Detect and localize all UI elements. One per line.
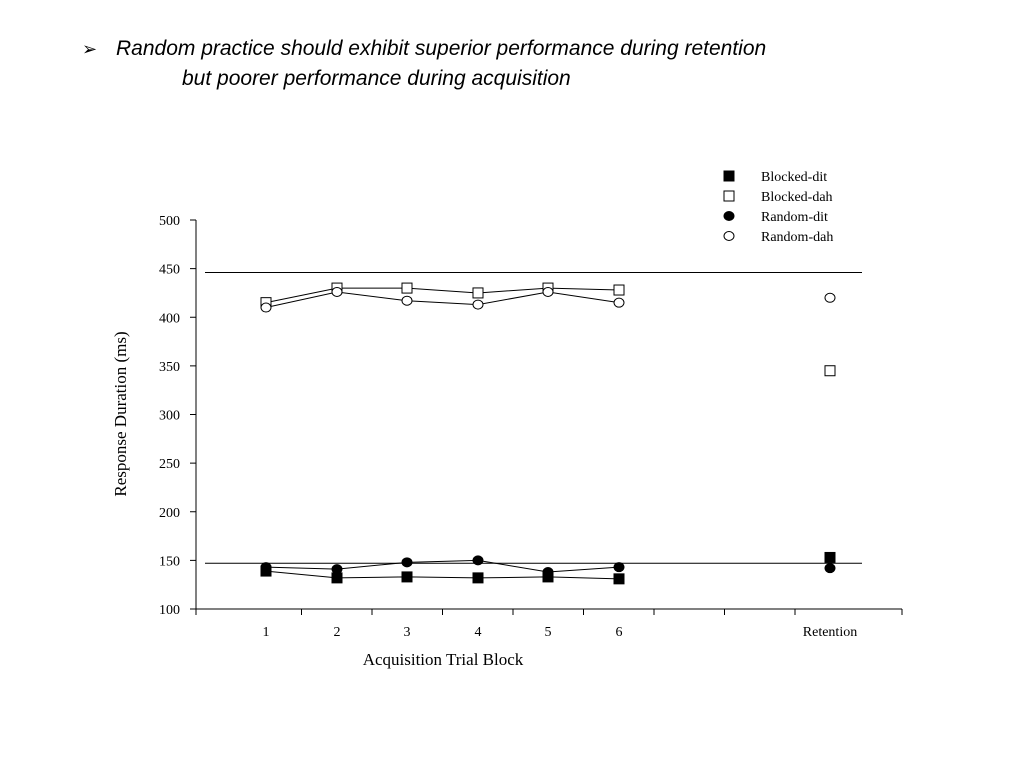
data-point — [401, 571, 413, 583]
heading-line-2: but poorer performance during acquisitio… — [182, 67, 571, 90]
legend-marker — [723, 231, 735, 241]
y-axis-label: Response Duration (ms) — [111, 331, 130, 496]
data-point — [472, 299, 484, 310]
y-tick-label: 250 — [159, 457, 180, 472]
y-tick-label: 400 — [159, 311, 180, 326]
series-line — [265, 570, 620, 580]
data-point — [401, 282, 413, 294]
legend-marker — [723, 170, 735, 182]
data-point — [331, 564, 343, 575]
series-line — [265, 287, 620, 304]
legend-marker — [723, 190, 735, 202]
heading-line-1: Random practice should exhibit superior … — [116, 37, 767, 60]
x-tick-label: 3 — [404, 625, 411, 640]
x-tick-label: 2 — [334, 625, 341, 640]
data-point — [472, 572, 484, 584]
y-tick-label: 300 — [159, 409, 180, 424]
data-point — [472, 287, 484, 299]
series-blocked-dah — [260, 282, 836, 377]
chart-series — [260, 282, 836, 585]
data-point — [613, 573, 625, 585]
series-random-dit — [260, 555, 836, 578]
data-point — [613, 297, 625, 308]
data-point — [401, 557, 413, 568]
x-tick-label: Retention — [803, 625, 857, 640]
data-point — [542, 567, 554, 578]
retention-point — [824, 551, 836, 563]
data-point — [542, 286, 554, 297]
series-line — [265, 291, 620, 309]
legend-label: Blocked-dit — [761, 170, 827, 185]
reference-lines — [205, 272, 862, 564]
chart-legend: Blocked-dit Blocked-dah Random-dit Random-d… — [723, 170, 833, 245]
y-tick-label: 500 — [159, 214, 180, 229]
legend-label: Blocked-dah — [761, 190, 833, 205]
series-line — [265, 559, 620, 573]
data-point — [331, 572, 343, 584]
data-point — [260, 302, 272, 313]
y-tick-label: 100 — [159, 603, 180, 618]
y-tick-label: 150 — [159, 554, 180, 569]
chart-axes: 100 150 200 250 300 350 400 450 500 1 2 3 4 5 6 Retenti… — [159, 214, 903, 640]
legend-label: Random-dah — [761, 230, 833, 245]
x-tick-label: 1 — [263, 625, 270, 640]
data-point — [331, 286, 343, 297]
retention-point — [824, 365, 836, 377]
retention-point — [824, 563, 836, 574]
retention-point — [824, 292, 836, 303]
x-tick-label: 5 — [545, 625, 552, 640]
data-point — [401, 295, 413, 306]
y-tick-label: 350 — [159, 360, 180, 375]
series-random-dah — [260, 286, 836, 313]
legend-marker — [723, 211, 735, 221]
data-point — [260, 562, 272, 573]
x-tick-label: 6 — [616, 625, 623, 640]
x-tick-label: 4 — [475, 625, 482, 640]
data-point — [613, 284, 625, 296]
y-tick-label: 450 — [159, 263, 180, 278]
data-point — [472, 555, 484, 566]
arrow-bullet-icon: ➢ — [82, 39, 98, 59]
legend-label: Random-dit — [761, 210, 828, 225]
x-axis-label: Acquisition Trial Block — [363, 650, 524, 669]
data-point — [613, 562, 625, 573]
y-tick-label: 200 — [159, 506, 180, 521]
